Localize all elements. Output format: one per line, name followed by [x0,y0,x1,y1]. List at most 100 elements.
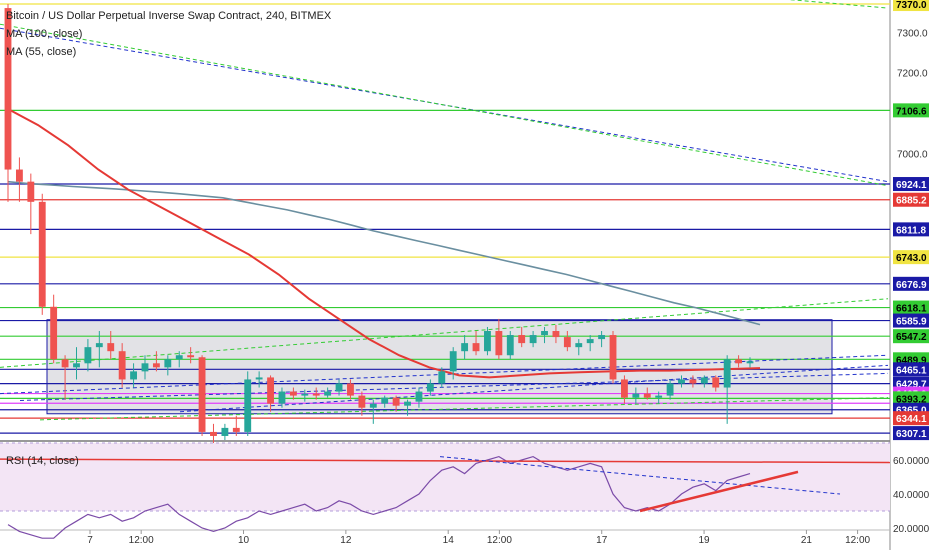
candle-body [735,359,743,364]
price-tick-label: 7000.0 [897,149,928,160]
time-tick-label: 12 [340,535,352,546]
candle-body [586,339,594,344]
candle-body [563,337,571,348]
time-tick-label: 19 [699,535,711,546]
price-tag [893,177,929,192]
price-tag-label: 6344.1 [896,414,927,425]
candle-body [484,331,491,352]
candle-body [598,335,606,340]
candle-body [118,351,126,380]
candle-body [723,359,731,388]
candle-body [621,379,628,398]
time-tick-label: 14 [443,535,455,546]
price-tag [893,192,929,207]
rsi-band [0,443,890,511]
candle-body [643,393,651,398]
price-tag [893,276,929,291]
candle-body [130,371,137,380]
trendline [179,364,889,413]
candle-body [50,306,58,360]
price-tag-label: 6307.1 [896,429,927,440]
candle-body [152,363,160,368]
candle-body [449,351,457,372]
price-tag-label: 7106.6 [896,106,927,117]
candle-body [506,335,514,356]
time-tick-label: 17 [596,535,608,546]
price-tag-label: 6811.8 [896,225,926,236]
candle-body [255,377,263,380]
rsi-resistance-line [0,458,891,464]
candle-body [15,169,23,182]
price-tag [893,300,929,315]
candle-body [4,8,12,170]
price-tag-label: 7370.0 [896,0,927,11]
candle-body [164,359,172,368]
time-tick-label: 7 [87,535,93,546]
candle-body [267,377,274,404]
candle-body [187,355,195,358]
candle-body [666,383,674,396]
price-tag [893,222,929,237]
price-tag-label: 6924.1 [896,180,927,191]
candle-body [210,431,217,436]
candle-body [529,335,537,344]
rsi-tick-label: 60.0000 [893,456,930,467]
candle-body [700,377,708,384]
price-tags: 7370.0 7106.6 6924.1 6885.2 6811.8 6743.0 6676… [893,0,929,441]
price-tag-label: 6676.9 [896,280,927,291]
price-tag [893,391,929,406]
candle-body [335,383,343,392]
candle-body [278,391,286,404]
price-tag [893,250,929,265]
candle-body [495,331,503,356]
price-tag [893,411,929,426]
price-tag [893,426,929,441]
price-tag-label: 6489.9 [896,355,927,366]
candle-body [461,343,469,352]
candle-body [84,347,92,364]
candle-body [141,363,149,372]
candle-body [27,181,35,202]
candle-body [712,377,720,388]
ma100-label: MA (100, close) [6,28,82,40]
candle-body [61,359,69,368]
trendline [0,298,889,368]
candle-body [678,379,685,384]
time-tick-label: 10 [238,535,250,546]
price-tag-label: 6885.2 [896,196,927,207]
candle-body [689,379,697,384]
rsi-panel [0,442,891,539]
price-tag-label: 6585.9 [896,317,927,328]
candle-body [198,357,206,432]
candle-body [575,343,583,348]
rsi-tick-label: 40.0000 [893,490,930,501]
moving-averages [7,108,761,379]
candle-body [426,383,434,392]
ma55-line [7,108,761,379]
time-tick-label: 12:00 [487,535,512,546]
candle-body [541,331,548,336]
ma100-line [7,180,761,326]
price-tag [893,0,929,12]
trendline [19,372,889,401]
candle-body [438,371,446,384]
candle-body [38,201,46,307]
candle-body [175,355,183,360]
candle-body [392,397,400,406]
rsi-label: RSI (14, close) [6,455,79,467]
candle-body [632,393,640,398]
price-tag-label: 6429.7 [896,380,927,391]
labels: Bitcoin / US Dollar Perpetual Inverse Sw… [6,10,332,467]
rsi-line [7,455,751,539]
candle-body [609,335,617,380]
candle-body [655,395,663,398]
price-tag-label: 6465.1 [896,365,927,376]
candles [4,4,754,445]
candle-body [324,391,332,396]
price-tag-label: 6393.2 [896,394,927,405]
candle-body [415,391,423,402]
price-tag [893,103,929,118]
price-tag-label: 6547.2 [896,332,927,343]
candle-body [244,379,252,432]
